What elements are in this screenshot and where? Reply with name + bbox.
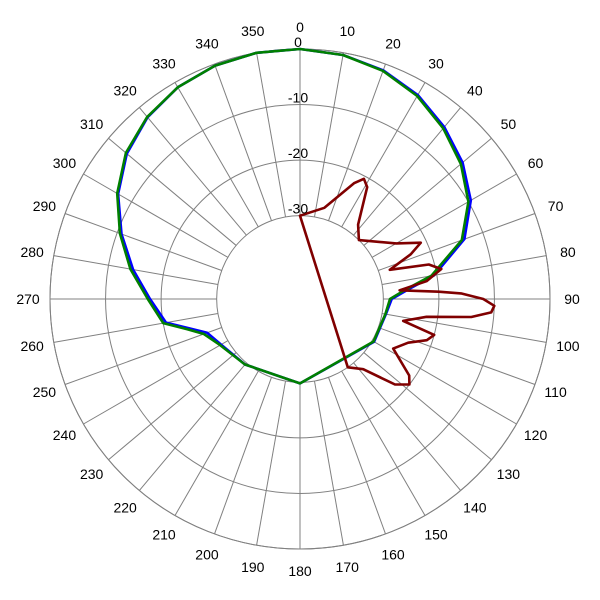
angle-tick-label: 130 xyxy=(497,466,521,482)
spoke-160 xyxy=(328,377,386,535)
angle-tick-label: 0 xyxy=(296,19,304,35)
spoke-330 xyxy=(174,82,259,228)
angle-tick-label: 260 xyxy=(20,338,44,354)
angle-tick-label: 50 xyxy=(501,116,517,132)
angle-tick-label: 290 xyxy=(33,198,57,214)
spoke-220 xyxy=(138,362,247,491)
spoke-70 xyxy=(378,213,536,271)
angle-tick-label: 80 xyxy=(560,244,576,260)
angle-tick-label: 10 xyxy=(339,23,355,39)
spoke-300 xyxy=(83,173,229,258)
angle-tick-label: 310 xyxy=(80,116,104,132)
angle-tick-label: 20 xyxy=(385,35,401,51)
angle-tick-label: 220 xyxy=(113,499,137,515)
plot-area xyxy=(115,47,496,386)
angle-tick-label: 150 xyxy=(424,527,448,543)
spoke-130 xyxy=(363,352,492,461)
angle-tick-label: 40 xyxy=(467,83,483,99)
angle-tick-label: 60 xyxy=(528,155,544,171)
spoke-200 xyxy=(214,377,272,535)
spoke-350 xyxy=(256,52,287,218)
radial-tick-label: -10 xyxy=(288,90,308,106)
angle-tick-label: 210 xyxy=(152,527,176,543)
angle-tick-label: 90 xyxy=(564,291,580,307)
angle-tick-label: 140 xyxy=(463,499,487,515)
spoke-10 xyxy=(313,52,344,218)
angle-tick-label: 340 xyxy=(195,35,219,51)
angle-tick-label: 190 xyxy=(241,559,265,575)
polar-grid xyxy=(49,48,551,550)
angle-tick-label: 240 xyxy=(53,427,77,443)
spoke-30 xyxy=(341,82,426,228)
angle-tick-label: 330 xyxy=(152,55,176,71)
spoke-190 xyxy=(256,380,287,546)
spoke-250 xyxy=(64,327,222,385)
series-line-2 xyxy=(298,177,496,386)
angle-tick-label: 70 xyxy=(548,198,564,214)
radial-tick-label: -30 xyxy=(288,201,308,217)
radial-tick-label: 0 xyxy=(294,34,302,50)
spoke-310 xyxy=(108,137,237,246)
angle-tick-label: 100 xyxy=(556,338,580,354)
spoke-140 xyxy=(353,362,462,491)
angle-tick-label: 30 xyxy=(428,55,444,71)
spoke-280 xyxy=(53,255,219,286)
angle-tick-label: 280 xyxy=(20,244,44,260)
series-line-1 xyxy=(115,47,470,385)
spoke-170 xyxy=(313,380,344,546)
spoke-230 xyxy=(108,352,237,461)
angle-tick-label: 320 xyxy=(113,83,137,99)
spoke-50 xyxy=(363,137,492,246)
angle-tick-label: 270 xyxy=(16,291,40,307)
spoke-290 xyxy=(64,213,222,271)
angle-tick-label: 180 xyxy=(288,563,312,579)
angle-tick-label: 170 xyxy=(336,559,360,575)
spoke-240 xyxy=(83,340,229,425)
angle-tick-label: 120 xyxy=(524,427,548,443)
radial-tick-label: -20 xyxy=(288,145,308,161)
spoke-210 xyxy=(174,370,259,516)
spoke-340 xyxy=(214,63,272,221)
angle-tick-label: 230 xyxy=(80,466,104,482)
spoke-20 xyxy=(328,63,386,221)
spoke-100 xyxy=(381,312,547,343)
spoke-320 xyxy=(138,107,247,236)
axis-labels: 0 10 20 30 40 50 60 70 80 90 100 110 120 130 140 150 160… xyxy=(16,19,580,579)
angle-tick-label: 350 xyxy=(241,23,265,39)
spoke-260 xyxy=(53,312,219,343)
spoke-80 xyxy=(381,255,547,286)
angle-tick-label: 300 xyxy=(53,155,77,171)
spoke-110 xyxy=(378,327,536,385)
angle-tick-label: 160 xyxy=(381,547,405,563)
spoke-150 xyxy=(341,370,426,516)
angle-tick-label: 110 xyxy=(544,384,567,400)
angle-tick-label: 200 xyxy=(195,547,219,563)
angle-tick-label: 250 xyxy=(33,384,57,400)
